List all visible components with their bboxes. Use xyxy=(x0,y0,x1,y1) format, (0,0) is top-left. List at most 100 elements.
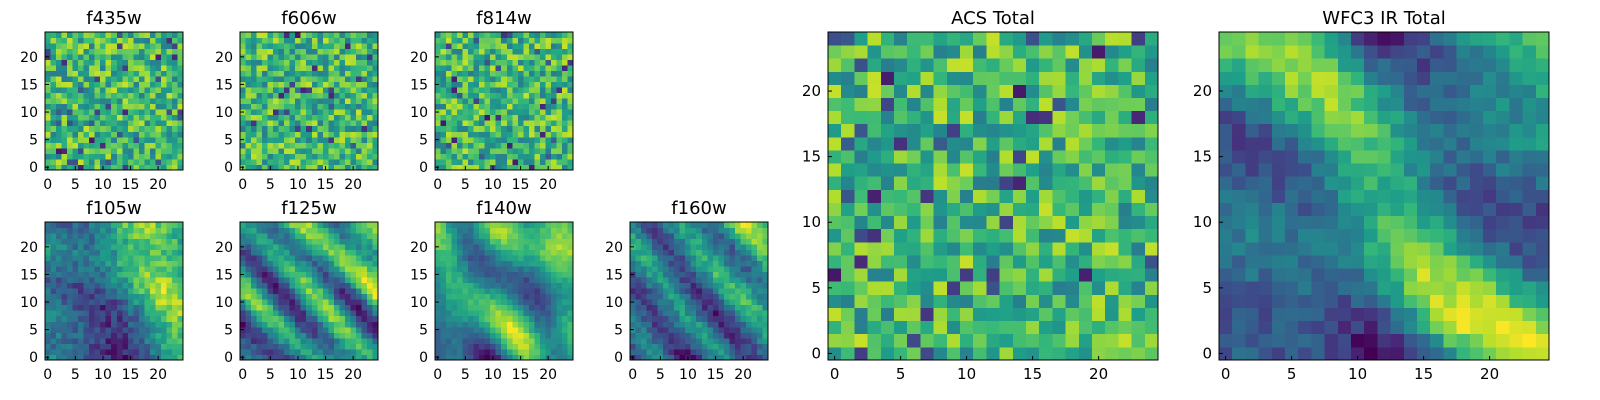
heatmap-cell xyxy=(534,125,541,132)
y-tick-label: 5 xyxy=(614,323,623,339)
heatmap-cell xyxy=(986,320,1000,335)
heatmap-cell xyxy=(177,260,184,267)
heatmap-cell xyxy=(462,109,469,116)
heatmap-cell xyxy=(78,299,85,306)
heatmap-cell xyxy=(111,48,118,55)
heatmap-cell xyxy=(78,120,85,127)
heatmap-cell xyxy=(646,321,653,328)
heatmap-cell xyxy=(512,266,519,273)
heatmap-cell xyxy=(105,293,112,300)
heatmap-cell xyxy=(668,343,675,350)
heatmap-cell xyxy=(306,59,313,66)
heatmap-cell xyxy=(561,227,568,234)
heatmap-cell xyxy=(100,277,107,284)
heatmap-cell xyxy=(50,238,57,245)
heatmap-cell xyxy=(149,147,156,154)
heatmap-cell xyxy=(166,70,173,77)
heatmap-cell xyxy=(273,343,280,350)
heatmap-cell xyxy=(1012,189,1027,203)
heatmap-cell xyxy=(322,337,329,344)
heatmap-cell xyxy=(311,222,318,228)
heatmap-cell xyxy=(160,92,167,99)
heatmap-cell xyxy=(668,332,675,339)
heatmap-cell xyxy=(635,343,642,350)
heatmap-cell xyxy=(512,32,519,38)
heatmap-cell xyxy=(111,332,118,339)
heatmap-cell xyxy=(528,321,535,328)
heatmap-cell xyxy=(473,260,480,267)
heatmap-cell xyxy=(100,120,107,127)
heatmap-cell xyxy=(729,277,736,284)
heatmap-cell xyxy=(528,249,535,256)
heatmap-cell xyxy=(78,255,85,262)
heatmap-cell xyxy=(534,315,541,322)
heatmap-cell xyxy=(72,249,79,256)
heatmap-cell xyxy=(457,48,463,55)
heatmap-cell xyxy=(306,277,313,284)
heatmap-cell xyxy=(144,164,151,171)
heatmap-cell xyxy=(446,304,452,311)
heatmap-cell xyxy=(160,164,167,171)
heatmap-cell xyxy=(160,125,167,132)
heatmap-cell xyxy=(657,337,664,344)
heatmap-cell xyxy=(534,277,541,284)
heatmap-cell xyxy=(545,120,552,127)
heatmap-cell xyxy=(267,76,274,83)
heatmap-cell xyxy=(328,260,335,267)
heatmap-cell xyxy=(61,153,68,160)
heatmap-cell xyxy=(534,293,541,300)
heatmap-cell xyxy=(122,65,129,72)
heatmap-cell xyxy=(122,282,129,289)
heatmap-cell xyxy=(506,348,513,355)
heatmap-cell xyxy=(177,310,184,317)
heatmap-cell xyxy=(960,320,974,335)
heatmap-cell xyxy=(50,87,57,94)
heatmap-cell xyxy=(468,164,475,171)
heatmap-cell xyxy=(56,304,62,311)
heatmap-cell xyxy=(100,233,107,239)
heatmap-cell xyxy=(745,293,752,300)
heatmap-cell xyxy=(149,332,156,339)
y-tick-label: 0 xyxy=(224,350,233,366)
heatmap-cell xyxy=(295,65,302,72)
heatmap-cell xyxy=(451,288,458,295)
heatmap-cell xyxy=(50,147,57,154)
heatmap-cell xyxy=(251,37,257,44)
heatmap-cell xyxy=(756,227,763,234)
heatmap-cell xyxy=(550,304,557,311)
heatmap-cell xyxy=(262,337,268,344)
heatmap-cell xyxy=(841,268,855,282)
heatmap-cell xyxy=(72,32,79,38)
heatmap-cell xyxy=(539,76,546,83)
heatmap-cell xyxy=(155,87,162,94)
heatmap-cell xyxy=(116,227,123,234)
heatmap-cell xyxy=(361,164,368,171)
x-tick-label: 0 xyxy=(238,367,247,383)
heatmap-cell xyxy=(545,266,552,273)
heatmap-cell xyxy=(372,238,379,245)
heatmap-cell xyxy=(674,293,681,300)
heatmap-cell xyxy=(89,120,96,127)
heatmap-cell xyxy=(50,321,57,328)
heatmap-cell xyxy=(333,233,340,239)
heatmap-cell xyxy=(45,153,51,160)
heatmap-cell xyxy=(138,222,145,228)
heatmap-cell xyxy=(663,282,670,289)
heatmap-cell xyxy=(473,147,480,154)
heatmap-cell xyxy=(372,299,379,306)
heatmap-cell xyxy=(251,153,257,160)
heatmap-cell xyxy=(72,142,79,149)
heatmap-cell xyxy=(333,244,340,250)
heatmap-cell xyxy=(490,304,497,311)
heatmap-cell xyxy=(523,244,530,250)
x-tick-label: 5 xyxy=(71,177,80,193)
heatmap-cell xyxy=(446,32,452,38)
heatmap-cell xyxy=(561,354,568,361)
heatmap-cell xyxy=(144,142,151,149)
heatmap-cell xyxy=(1012,346,1027,361)
heatmap-cell xyxy=(1092,163,1106,177)
heatmap-cell xyxy=(322,343,329,350)
heatmap-cell xyxy=(300,282,307,289)
heatmap-cell xyxy=(718,260,725,267)
heatmap-cell xyxy=(67,32,73,38)
